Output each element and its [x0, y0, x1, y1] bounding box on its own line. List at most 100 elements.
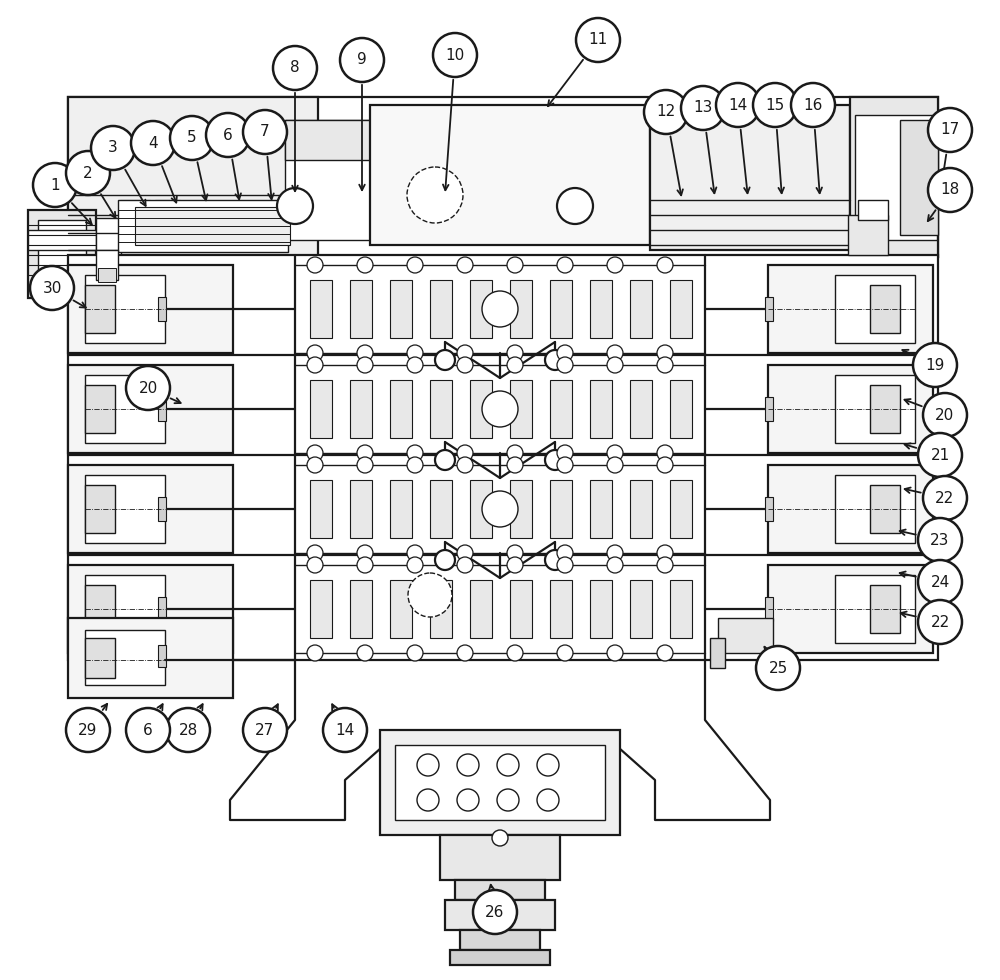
Circle shape — [166, 708, 210, 752]
Circle shape — [473, 890, 517, 934]
Bar — [470, 480, 492, 538]
Text: 10: 10 — [445, 47, 465, 63]
Bar — [510, 580, 532, 638]
Circle shape — [928, 168, 972, 212]
Text: 1: 1 — [50, 177, 60, 192]
Bar — [855, 115, 937, 240]
Circle shape — [537, 754, 559, 776]
Circle shape — [681, 86, 725, 130]
Text: 29: 29 — [78, 722, 98, 738]
Circle shape — [507, 445, 523, 461]
Bar — [68, 255, 938, 660]
Bar — [550, 580, 572, 638]
Circle shape — [277, 188, 313, 224]
Circle shape — [340, 38, 384, 82]
Bar — [470, 380, 492, 438]
Bar — [85, 285, 115, 333]
Bar — [430, 380, 452, 438]
Bar — [510, 280, 532, 338]
Circle shape — [435, 550, 455, 570]
Circle shape — [407, 545, 423, 561]
Bar — [850, 97, 938, 257]
Circle shape — [457, 754, 479, 776]
Bar — [350, 280, 372, 338]
Circle shape — [557, 557, 573, 573]
Bar — [455, 880, 545, 900]
Bar — [870, 285, 900, 333]
Bar — [590, 580, 612, 638]
Bar — [158, 497, 166, 521]
Text: 24: 24 — [930, 574, 950, 590]
Circle shape — [131, 121, 175, 165]
Bar — [28, 210, 96, 298]
Circle shape — [545, 350, 565, 370]
Circle shape — [457, 357, 473, 373]
Bar — [430, 480, 452, 538]
Bar — [900, 120, 938, 235]
Bar — [430, 580, 452, 638]
Bar — [848, 215, 888, 255]
Bar — [510, 480, 532, 538]
Text: 20: 20 — [138, 380, 158, 396]
Bar — [28, 230, 96, 250]
Circle shape — [357, 557, 373, 573]
Text: 12: 12 — [656, 105, 676, 120]
Circle shape — [407, 457, 423, 473]
Bar — [768, 265, 933, 353]
Circle shape — [657, 545, 673, 561]
Text: 8: 8 — [290, 61, 300, 75]
Circle shape — [457, 557, 473, 573]
Circle shape — [435, 450, 455, 470]
Circle shape — [307, 357, 323, 373]
Bar — [765, 297, 773, 321]
Circle shape — [273, 46, 317, 90]
Circle shape — [457, 545, 473, 561]
Bar — [285, 120, 370, 160]
Circle shape — [557, 445, 573, 461]
Bar — [630, 480, 652, 538]
Bar — [285, 120, 370, 240]
Circle shape — [557, 345, 573, 361]
Circle shape — [126, 366, 170, 410]
Text: 16: 16 — [803, 97, 823, 113]
Bar — [68, 365, 233, 453]
Circle shape — [482, 391, 518, 427]
Circle shape — [307, 457, 323, 473]
Text: 21: 21 — [930, 448, 950, 463]
Circle shape — [417, 789, 439, 811]
Bar — [835, 575, 915, 643]
Text: 11: 11 — [588, 32, 608, 47]
Bar — [68, 565, 233, 653]
Circle shape — [507, 645, 523, 661]
Text: 25: 25 — [768, 661, 788, 675]
Circle shape — [557, 457, 573, 473]
Circle shape — [497, 754, 519, 776]
Circle shape — [407, 345, 423, 361]
Circle shape — [457, 789, 479, 811]
Circle shape — [913, 343, 957, 387]
Bar — [68, 97, 318, 257]
Circle shape — [307, 445, 323, 461]
Circle shape — [407, 645, 423, 661]
Circle shape — [507, 357, 523, 373]
Text: 30: 30 — [42, 280, 62, 296]
Circle shape — [407, 445, 423, 461]
Circle shape — [791, 83, 835, 127]
Text: 17: 17 — [940, 122, 960, 137]
Bar — [590, 280, 612, 338]
Bar — [310, 580, 332, 638]
Bar — [120, 220, 150, 235]
Text: 14: 14 — [335, 722, 355, 738]
Circle shape — [657, 257, 673, 273]
Bar — [68, 265, 233, 353]
Bar — [510, 380, 532, 438]
Circle shape — [557, 257, 573, 273]
Bar — [650, 105, 850, 250]
Bar — [460, 930, 540, 950]
Bar — [550, 480, 572, 538]
Bar — [85, 575, 165, 643]
Circle shape — [357, 345, 373, 361]
Circle shape — [66, 708, 110, 752]
Bar — [158, 397, 166, 421]
Circle shape — [417, 754, 439, 776]
